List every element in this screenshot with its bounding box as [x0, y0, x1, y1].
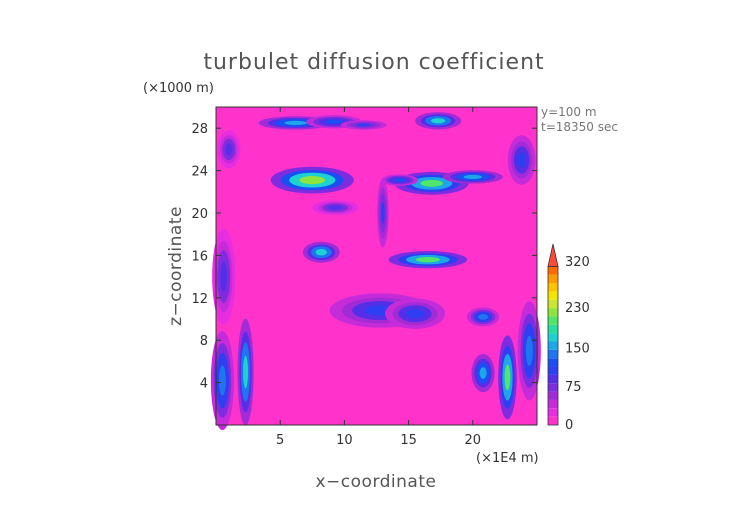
heatmap-feature — [210, 330, 234, 431]
colorbar-segment — [548, 383, 558, 392]
y-tick-label: 20 — [191, 207, 208, 222]
heatmap-feature — [517, 301, 541, 401]
colorbar-frame — [547, 265, 559, 426]
heatmap-field — [210, 107, 541, 431]
y-axis: 4 8 12 16 20 24 28 — [191, 122, 537, 392]
colorbar-tick-label: 230 — [565, 301, 590, 316]
heatmap-feature — [237, 318, 254, 426]
colorbar-segment — [548, 349, 558, 359]
heatmap-core — [225, 143, 233, 156]
x-unit-label: (×1E4 m) — [476, 451, 539, 466]
colorbar-tick-label: 75 — [565, 380, 582, 395]
heatmap-core — [299, 176, 326, 185]
heatmap-core — [284, 120, 307, 125]
heatmap-core — [517, 152, 526, 168]
annotation-time: t=18350 sec — [541, 120, 618, 134]
colorbar-tick-label: 0 — [565, 418, 573, 433]
heatmap-feature — [388, 251, 468, 269]
x-tick-label: 15 — [400, 433, 417, 448]
heatmap-core — [504, 364, 511, 391]
heatmap-core — [479, 367, 487, 379]
colorbar-segment — [548, 324, 558, 334]
plot-frame — [215, 106, 538, 426]
colorbar-segment — [548, 266, 558, 275]
colorbar-segment — [548, 391, 558, 400]
heatmap-core — [463, 174, 482, 180]
heatmap-feature — [302, 241, 340, 263]
heatmap-feature — [384, 298, 446, 329]
colorbar-segment — [548, 308, 558, 317]
colorbar-segment — [548, 341, 558, 350]
colorbar-segment — [548, 408, 558, 417]
heatmap-feature — [381, 174, 419, 186]
y-tick-label: 12 — [191, 292, 208, 307]
heatmap-core — [405, 309, 425, 319]
heatmap-feature — [270, 166, 354, 194]
y-axis-label: z−coordinate — [166, 206, 186, 326]
colorbar-segment — [548, 283, 558, 292]
heatmap-core — [328, 205, 343, 211]
y-tick-label: 16 — [191, 249, 208, 264]
x-axis: 5 10 15 20 — [276, 107, 481, 448]
y-tick-label: 4 — [200, 377, 208, 392]
chart-title: turbulet diffusion coefficient — [203, 50, 544, 75]
colorbar-segment — [548, 299, 558, 309]
heatmap-feature — [415, 112, 462, 130]
heatmap-core — [315, 249, 327, 256]
colorbar-segment — [548, 316, 558, 325]
heatmap-core — [220, 262, 228, 292]
colorbar-segment — [548, 399, 558, 409]
heatmap-core — [243, 355, 249, 389]
colorbar-segment — [548, 333, 558, 342]
x-tick-label: 10 — [336, 433, 353, 448]
x-tick-label: 5 — [276, 433, 284, 448]
colorbar-segment — [548, 358, 558, 367]
heatmap-feature — [340, 120, 387, 130]
y-tick-label: 8 — [200, 334, 208, 349]
y-tick-label: 24 — [191, 165, 208, 180]
colorbar-tick-label: 320 — [565, 255, 590, 270]
heatmap-core — [393, 178, 406, 182]
y-unit-label: (×1000 m) — [143, 81, 214, 96]
colorbar: 0 75 150 230 320 — [547, 243, 590, 433]
heatmap-core — [381, 202, 385, 224]
x-tick-label: 20 — [465, 433, 482, 448]
heatmap-feature — [466, 307, 500, 327]
heatmap-core — [218, 365, 226, 396]
heatmap-feature — [442, 170, 503, 184]
x-axis-label: x−coordinate — [316, 472, 437, 492]
heatmap-feature — [312, 200, 359, 216]
heatmap-feature — [377, 178, 389, 248]
heatmap-feature — [471, 353, 495, 393]
heatmap-core — [420, 179, 444, 187]
heatmap-core — [431, 118, 446, 124]
colorbar-segment — [548, 416, 558, 425]
colorbar-segment — [548, 274, 558, 284]
heatmap-core — [325, 119, 343, 124]
colorbar-segment — [548, 291, 558, 300]
heatmap-feature — [212, 228, 236, 325]
colorbar-extend-arrow — [547, 243, 559, 267]
heatmap-core — [525, 335, 533, 366]
heatmap-feature — [498, 335, 517, 420]
heatmap-core — [415, 257, 440, 263]
y-tick-label: 28 — [191, 122, 208, 137]
heatmap-feature — [507, 135, 536, 185]
colorbar-segment — [548, 366, 558, 375]
heatmap-core — [356, 123, 371, 127]
colorbar-segment — [548, 374, 558, 384]
annotation-y-position: y=100 m — [541, 105, 597, 119]
heatmap-core — [478, 313, 489, 320]
heatmap-feature — [217, 130, 241, 169]
colorbar-tick-label: 150 — [565, 342, 590, 357]
